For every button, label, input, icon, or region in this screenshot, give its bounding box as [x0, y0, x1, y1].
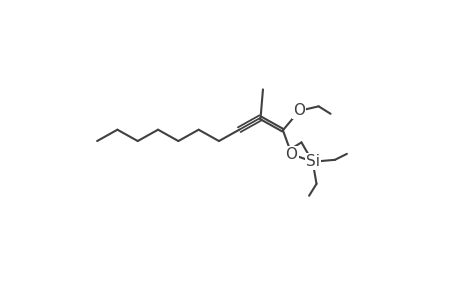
Text: O: O	[285, 147, 297, 162]
Text: Si: Si	[305, 154, 319, 169]
Text: O: O	[292, 103, 305, 118]
